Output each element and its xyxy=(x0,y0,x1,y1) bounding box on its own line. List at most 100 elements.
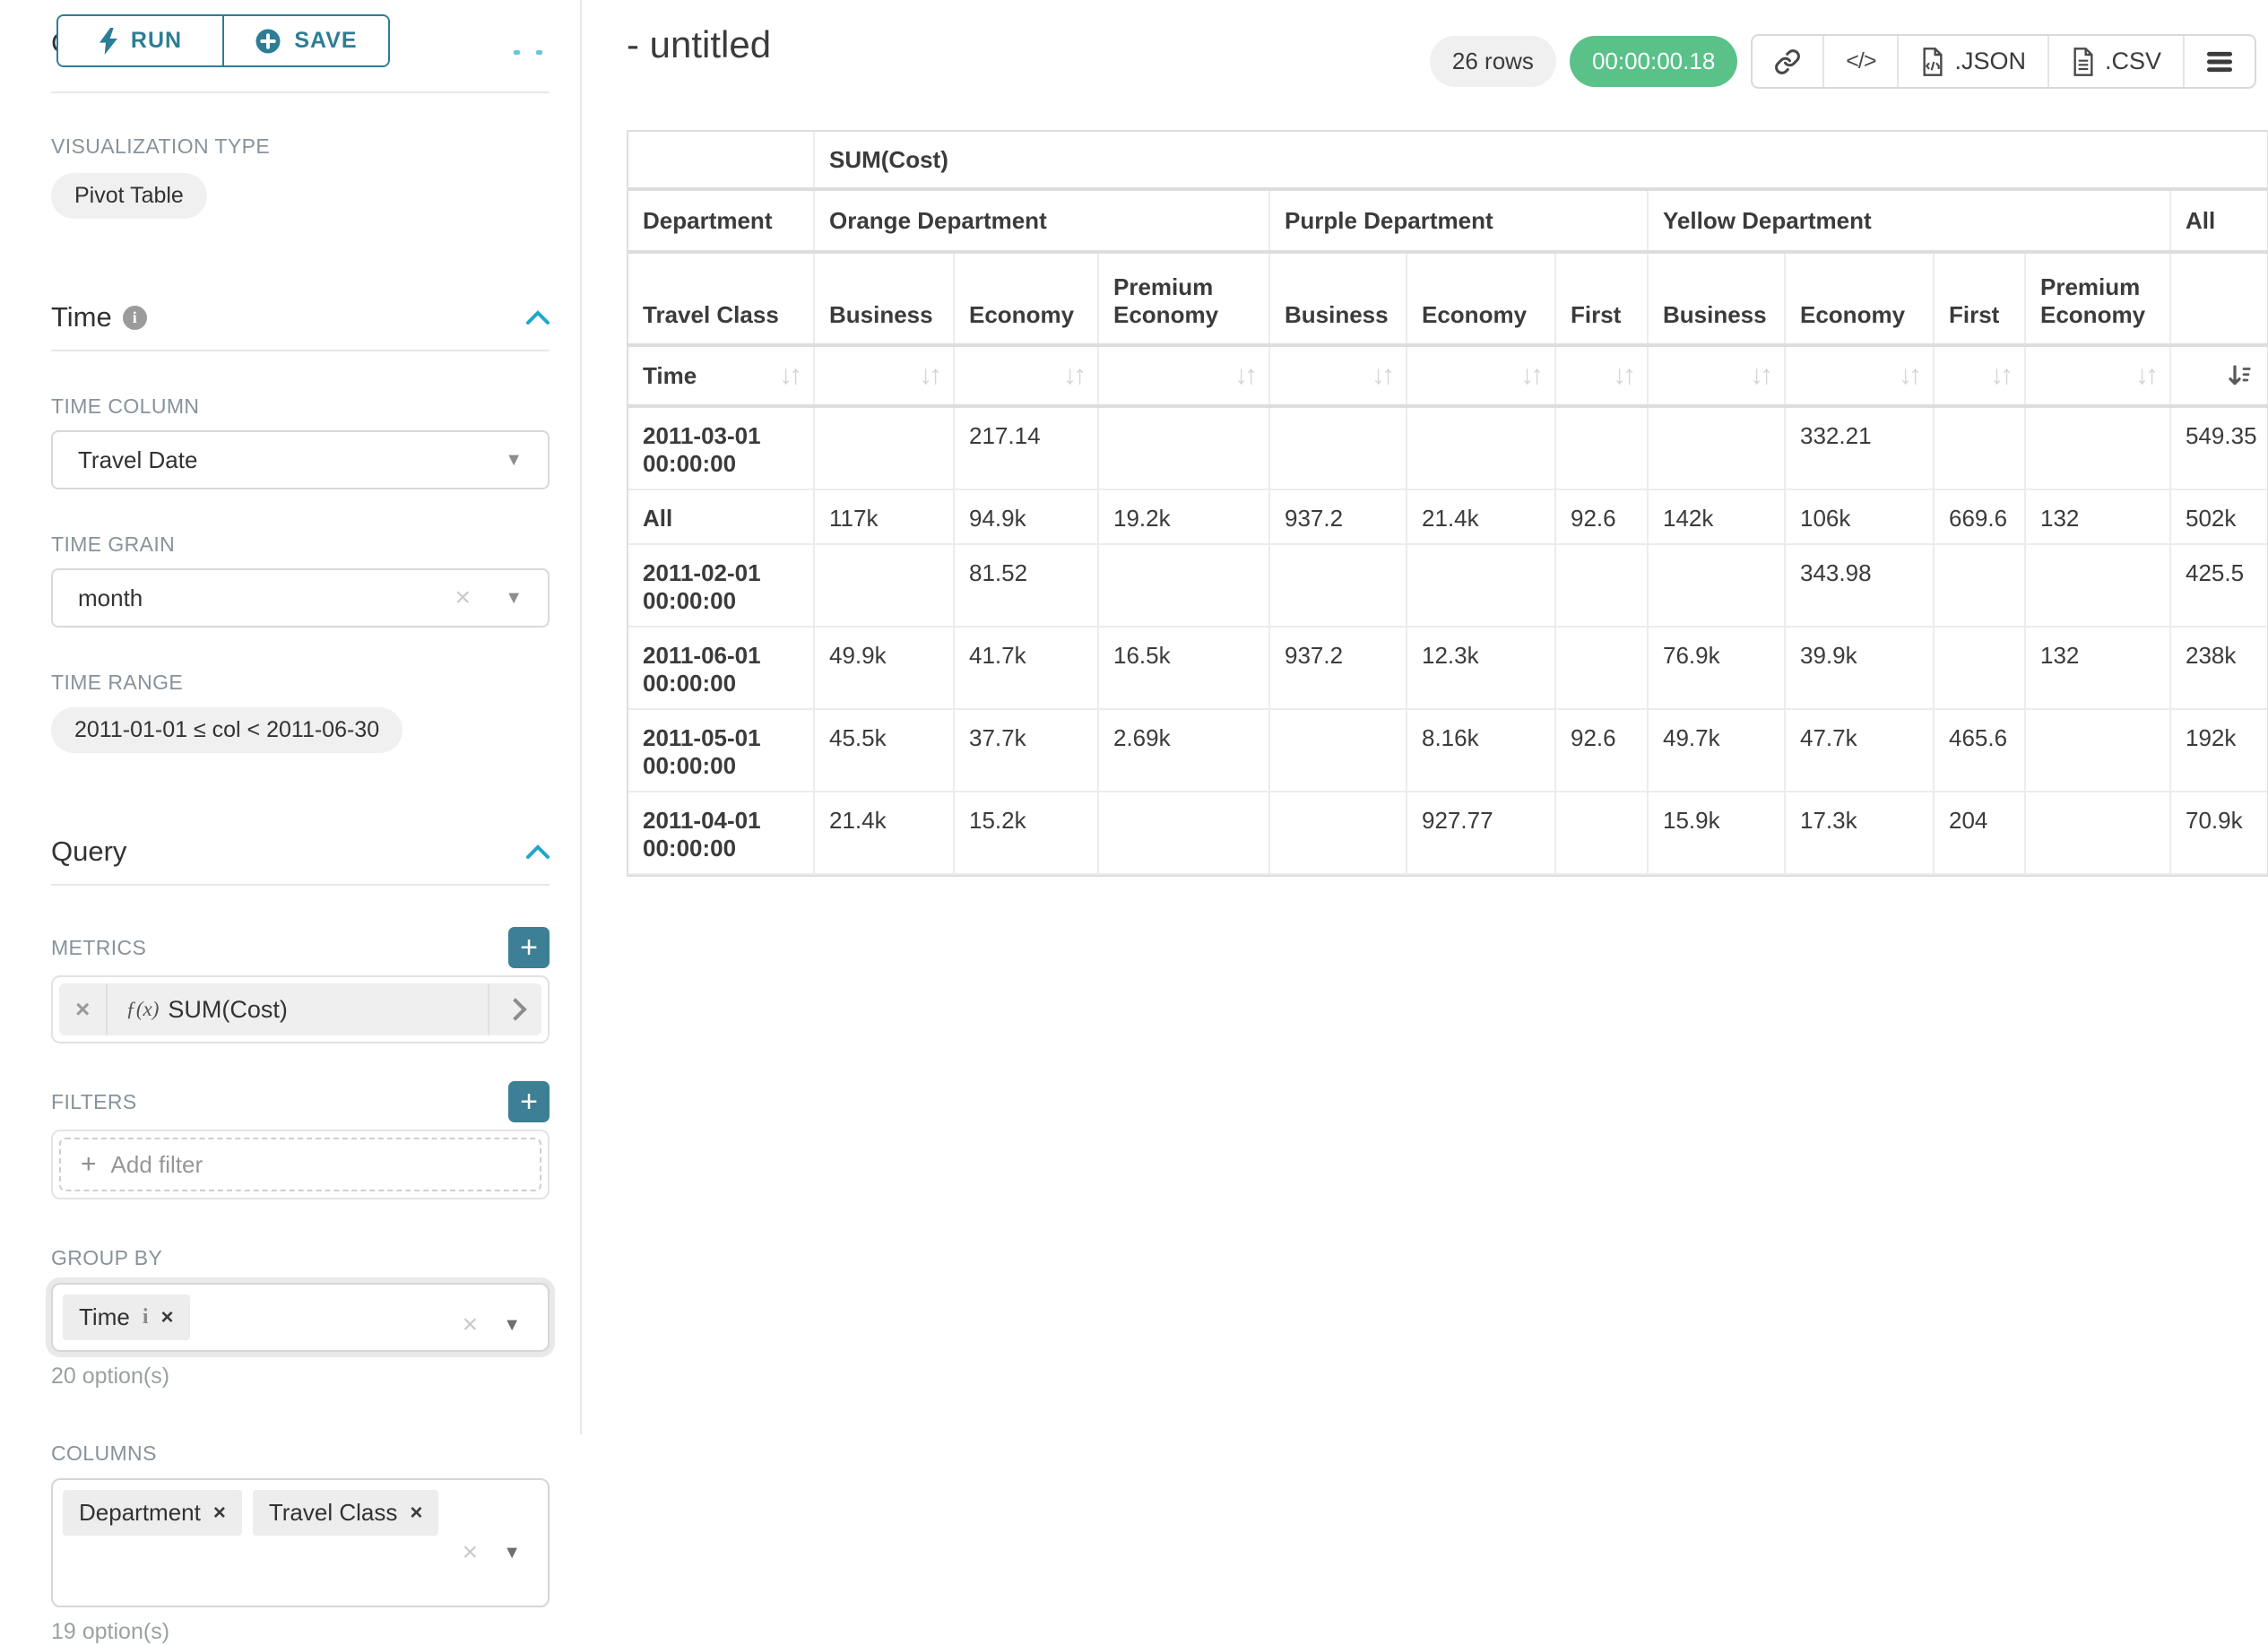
pivot-sort-cell[interactable]: ↓↑ xyxy=(2025,345,2170,406)
info-icon: i xyxy=(123,306,147,330)
pivot-value-cell xyxy=(814,406,954,489)
pivot-value-cell: 81.52 xyxy=(954,544,1098,627)
chart-title[interactable]: - untitled xyxy=(627,23,771,66)
copy-link-button[interactable] xyxy=(1753,36,1822,87)
export-csv-label: .CSV xyxy=(2105,48,2161,75)
export-csv-button[interactable]: .CSV xyxy=(2047,36,2183,87)
remove-pill-icon[interactable]: × xyxy=(213,1501,226,1526)
sort-descending-icon xyxy=(2226,362,2253,389)
pivot-value-cell: 8.16k xyxy=(1407,709,1555,792)
pivot-value-cell: 669.6 xyxy=(1934,489,2025,544)
pivot-row-header: All xyxy=(628,489,814,544)
time-column-select[interactable]: Travel Date ▼ xyxy=(51,430,550,489)
add-filter-button[interactable]: + Add filter xyxy=(59,1138,541,1191)
time-section-title: Time xyxy=(51,301,112,333)
pivot-column-header: Premium Economy xyxy=(2025,252,2170,345)
pivot-metric-header: SUM(Cost) xyxy=(814,132,2267,189)
pivot-column-group-header: Orange Department xyxy=(814,189,1269,252)
sort-updown-icon: ↓↑ xyxy=(919,360,939,391)
group-by-select[interactable]: Time i × × ▼ xyxy=(51,1283,550,1352)
pivot-value-cell xyxy=(1098,544,1269,627)
sort-updown-icon: ↓↑ xyxy=(1234,360,1254,391)
columns-pill[interactable]: Travel Class × xyxy=(253,1490,439,1536)
collapse-chevron-icon[interactable] xyxy=(526,310,550,325)
pivot-value-cell: 425.5 xyxy=(2170,544,2267,627)
add-filter-label: Add filter xyxy=(111,1151,203,1179)
pill-label: Department xyxy=(79,1499,201,1527)
pivot-sort-cell[interactable]: ↓↑ xyxy=(1934,345,2025,406)
save-button[interactable]: SAVE xyxy=(222,16,388,65)
edit-metric-button[interactable] xyxy=(488,983,541,1035)
pivot-value-cell xyxy=(1555,627,1648,709)
metric-pill[interactable]: × ƒ(x) SUM(Cost) xyxy=(59,983,541,1035)
pivot-value-cell: 343.98 xyxy=(1785,544,1934,627)
pivot-column-header: Business xyxy=(1269,252,1407,345)
pivot-value-cell: 94.9k xyxy=(954,489,1098,544)
pivot-value-cell: 39.9k xyxy=(1785,627,1934,709)
columns-pill[interactable]: Department × xyxy=(63,1490,242,1536)
pivot-sort-cell[interactable]: ↓↑ xyxy=(1269,345,1407,406)
query-timer-badge: 00:00:00.18 xyxy=(1570,36,1737,87)
pivot-value-cell: 132 xyxy=(2025,489,2170,544)
pivot-column-header: Economy xyxy=(1407,252,1555,345)
pivot-sort-cell[interactable]: ↓↑ xyxy=(1648,345,1785,406)
pivot-value-cell xyxy=(1269,544,1407,627)
sort-updown-icon: ↓↑ xyxy=(2135,360,2155,391)
remove-metric-icon[interactable]: × xyxy=(59,983,108,1035)
pivot-sort-cell[interactable]: ↓↑ xyxy=(814,345,954,406)
columns-select[interactable]: Department × Travel Class × × ▼ xyxy=(51,1478,550,1607)
clear-icon[interactable]: × xyxy=(454,583,471,613)
columns-label: COLUMNS xyxy=(51,1442,550,1466)
run-button[interactable]: RUN xyxy=(58,16,222,65)
pivot-value-cell xyxy=(1555,406,1648,489)
viz-type-pill[interactable]: Pivot Table xyxy=(51,173,207,219)
pivot-sort-time[interactable]: Time↓↑ xyxy=(628,345,814,406)
function-icon: ƒ(x) xyxy=(126,998,159,1021)
pivot-value-cell: 70.9k xyxy=(2170,792,2267,874)
export-json-button[interactable]: .JSON xyxy=(1897,36,2047,87)
pivot-sort-cell[interactable]: ↓↑ xyxy=(1407,345,1555,406)
collapse-chevron-icon[interactable] xyxy=(526,844,550,859)
remove-pill-icon[interactable]: × xyxy=(410,1501,422,1526)
pivot-column-header: Economy xyxy=(954,252,1098,345)
pivot-value-cell xyxy=(2025,709,2170,792)
embed-code-button[interactable]: </> xyxy=(1822,36,1897,87)
plus-circle-icon xyxy=(255,28,281,55)
pivot-value-cell: 2.69k xyxy=(1098,709,1269,792)
pivot-value-cell: 937.2 xyxy=(1269,627,1407,709)
time-grain-value: month xyxy=(78,584,143,612)
json-file-icon xyxy=(1920,48,1945,76)
caret-down-icon: ▼ xyxy=(503,1315,521,1336)
plus-icon: + xyxy=(81,1149,97,1180)
pivot-sort-cell-active[interactable] xyxy=(2170,345,2267,406)
pivot-value-cell xyxy=(1934,627,2025,709)
pivot-sort-cell[interactable]: ↓↑ xyxy=(1555,345,1648,406)
sort-updown-icon: ↓↑ xyxy=(1990,360,2010,391)
add-filter-plus-button[interactable]: + xyxy=(508,1081,550,1122)
row-count-badge: 26 rows xyxy=(1430,36,1556,87)
caret-down-icon: ▼ xyxy=(505,588,523,609)
remove-pill-icon[interactable]: × xyxy=(160,1305,173,1330)
csv-file-icon xyxy=(2071,48,2096,76)
add-metric-button[interactable]: + xyxy=(508,927,550,968)
time-grain-select[interactable]: month × ▼ xyxy=(51,568,550,628)
pivot-value-cell xyxy=(1269,792,1407,874)
time-range-pill[interactable]: 2011-01-01 ≤ col < 2011-06-30 xyxy=(51,707,403,753)
pivot-value-cell: 21.4k xyxy=(1407,489,1555,544)
clear-icon[interactable]: × xyxy=(463,1310,479,1340)
group-by-pill[interactable]: Time i × xyxy=(63,1294,190,1340)
pivot-row-header: 2011-04-01 00:00:00 xyxy=(628,792,814,874)
pivot-value-cell xyxy=(1269,709,1407,792)
pivot-value-cell: 465.6 xyxy=(1934,709,2025,792)
pivot-value-cell: 17.3k xyxy=(1785,792,1934,874)
pivot-sort-cell[interactable]: ↓↑ xyxy=(954,345,1098,406)
menu-button[interactable] xyxy=(2183,36,2255,87)
pivot-row-header: 2011-06-01 00:00:00 xyxy=(628,627,814,709)
pivot-value-cell xyxy=(1098,406,1269,489)
clear-icon[interactable]: × xyxy=(463,1537,479,1568)
panel-resize-handle[interactable] xyxy=(514,50,542,55)
pivot-sort-cell[interactable]: ↓↑ xyxy=(1785,345,1934,406)
link-icon xyxy=(1774,48,1801,75)
pivot-sort-cell[interactable]: ↓↑ xyxy=(1098,345,1269,406)
pivot-column-header xyxy=(2170,252,2267,345)
